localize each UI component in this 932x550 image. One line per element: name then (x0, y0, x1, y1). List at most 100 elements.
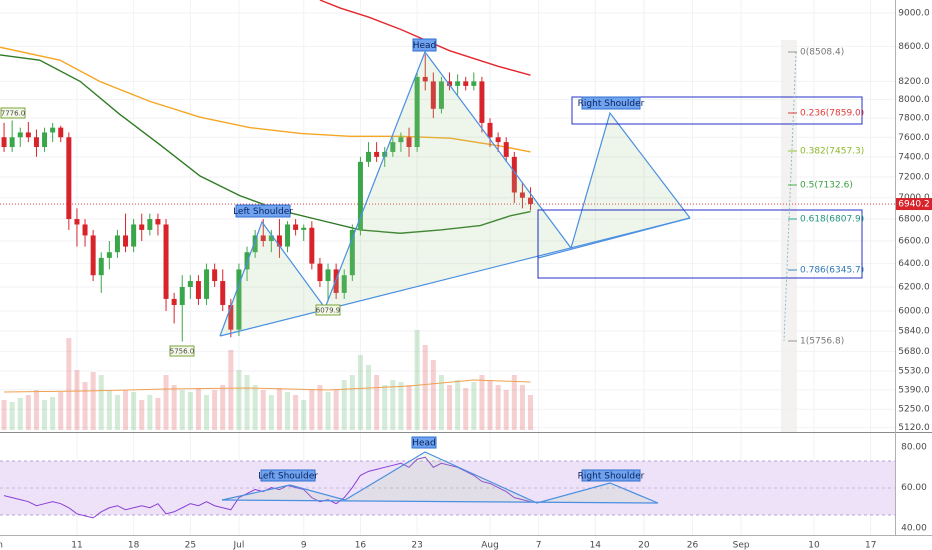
x-tick-label: Jul (233, 541, 245, 550)
candle-body (357, 161, 363, 230)
candle-body (438, 81, 444, 109)
candle-body (293, 224, 299, 230)
candle-body (114, 235, 120, 253)
candle-body (220, 281, 226, 305)
candle-body (268, 235, 274, 241)
volume-bar (285, 392, 291, 430)
candle-body (374, 151, 380, 157)
grid (0, 0, 895, 535)
volume-bar (228, 350, 234, 430)
volume-bar (212, 390, 218, 430)
volume-bar (276, 388, 282, 430)
volume-bar (98, 375, 104, 430)
y-tick-label: 6400.0 (898, 259, 930, 269)
x-tick-label: 23 (411, 541, 422, 550)
candle-body (519, 192, 525, 198)
volume-bar (374, 375, 380, 430)
volume-bar (382, 385, 388, 430)
volume-bar (220, 385, 226, 430)
candle-body (430, 81, 436, 109)
candle-body (17, 132, 23, 138)
volume-bar (406, 385, 412, 430)
candle-body (422, 76, 428, 82)
price-label-box (315, 304, 341, 316)
volume-bar (17, 398, 23, 430)
volume-bar (155, 398, 161, 430)
volume-bar (430, 360, 436, 430)
y-tick-label: 6000.0 (898, 307, 930, 317)
fibonacci: 0(8508.4) 0.236(7859.0) 0.382(7457.3) 0.… (783, 48, 864, 347)
x-tick-label: 18 (128, 541, 140, 550)
volume-ma (4, 379, 531, 393)
volume-bar (179, 390, 185, 430)
candle-body (528, 197, 534, 205)
candle-body (285, 224, 291, 247)
volume-bar (74, 370, 80, 430)
volume-bar (82, 382, 88, 430)
candle-body (212, 269, 218, 282)
volume-bar (1, 400, 7, 430)
candle-body (341, 275, 347, 293)
fib-label: 0.786(6345.7) (800, 266, 864, 276)
candle-body (511, 156, 517, 193)
volume-bar (195, 388, 201, 430)
volume-bar (349, 375, 355, 430)
pattern: Left Shoulder Head Right Shoulder 7776.0… (0, 38, 863, 357)
candle-body (366, 151, 372, 162)
volume-bar (90, 372, 96, 430)
pattern-label: Right Shoulder (578, 99, 645, 109)
candle-body (398, 137, 404, 143)
fib-column (781, 40, 797, 432)
x-tick-label: 16 (355, 541, 367, 550)
price-pane (0, 0, 895, 342)
candle-body (1, 137, 7, 148)
y-tick-label: 5530.0 (898, 367, 930, 377)
fib-label: 1(5756.8) (800, 337, 844, 347)
candle-body (25, 132, 31, 138)
moving-average (0, 46, 531, 153)
candle-body (252, 235, 258, 253)
pattern-label: Head (412, 439, 436, 449)
volume-bar (106, 390, 112, 430)
volume-bar (260, 390, 266, 430)
pattern-fill (222, 452, 658, 503)
volume-bar (33, 390, 39, 430)
volume-bar (341, 380, 347, 430)
y-tick-label: 6200.0 (898, 282, 930, 292)
candle-body (406, 137, 412, 148)
x-tick-label: 17 (865, 541, 876, 550)
current-price-box (896, 198, 932, 211)
candle-body (463, 81, 469, 86)
candle-body (236, 269, 242, 330)
x-tick-label: 25 (185, 541, 196, 550)
candle-body (276, 235, 282, 247)
volume-bar (333, 390, 339, 430)
fib-label: 0(8508.4) (800, 48, 844, 58)
x-tick-label: 7 (536, 541, 542, 550)
candle-body (147, 219, 153, 230)
neckline (221, 499, 659, 504)
y-tick-label: 6600.0 (898, 236, 930, 246)
volume-bar (463, 388, 469, 430)
fib-label: 0.618(6807.9) (800, 215, 864, 225)
candle-body (155, 219, 161, 225)
volume-bar (42, 400, 48, 430)
axes: 9000.0 8600.0 8200.0 8000.0 7800.0 7600.0 7400… (0, 8, 932, 550)
x-tick-label: 26 (687, 541, 699, 550)
candle-body (9, 137, 15, 148)
volume-bar (58, 392, 64, 430)
fib-label: 0.382(7457.3) (800, 147, 864, 157)
volume-bar (244, 375, 250, 430)
volume-bar (317, 385, 323, 430)
candle-body (503, 142, 509, 157)
y-tick-label: 60.00 (901, 483, 927, 493)
candle-body (244, 252, 250, 270)
volume-bar (9, 402, 15, 430)
pattern-label: Right Shoulder (578, 472, 645, 482)
x-tick-label: Sep (733, 541, 750, 550)
label-box (581, 469, 641, 482)
candle-body (90, 235, 96, 276)
candle-body (98, 257, 104, 276)
